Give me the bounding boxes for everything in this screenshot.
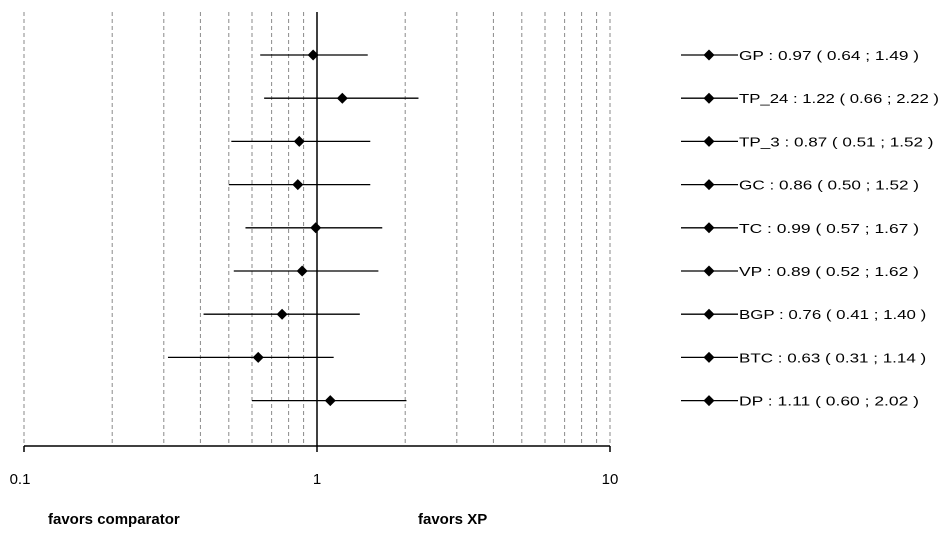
- legend-item-tp_3: TP_3 : 0.87 ( 0.51 ; 1.52 ): [681, 134, 933, 149]
- legend-item-btc: BTC : 0.63 ( 0.31 ; 1.14 ): [681, 350, 926, 365]
- legend-marker: [703, 49, 715, 61]
- estimate-marker: [336, 92, 348, 104]
- legend-marker: [703, 351, 715, 363]
- legend-item-dp: DP : 1.11 ( 0.60 ; 2.02 ): [681, 394, 919, 409]
- legend-label: DP : 1.11 ( 0.60 ; 2.02 ): [739, 394, 919, 409]
- estimate-rows: [167, 49, 419, 407]
- x-axis-ticks: [23, 446, 611, 452]
- row-btc: [167, 351, 334, 363]
- footer-favors-xp: favors XP: [418, 511, 487, 528]
- legend-label: BGP : 0.76 ( 0.41 ; 1.40 ): [739, 307, 926, 322]
- row-tp_3: [231, 135, 371, 147]
- legend-marker: [703, 308, 715, 320]
- legend-marker: [703, 179, 715, 191]
- legend-label: GC : 0.86 ( 0.50 ; 1.52 ): [739, 178, 919, 193]
- estimate-marker: [252, 351, 264, 363]
- legend-item-gp: GP : 0.97 ( 0.64 ; 1.49 ): [681, 48, 919, 63]
- row-gp: [260, 49, 368, 61]
- estimate-marker: [293, 135, 305, 147]
- legend-marker: [703, 265, 715, 277]
- estimate-marker: [296, 265, 308, 277]
- row-tp_24: [264, 92, 419, 104]
- legend-item-bgp: BGP : 0.76 ( 0.41 ; 1.40 ): [681, 307, 926, 322]
- estimate-marker: [292, 179, 304, 191]
- legend-label: BTC : 0.63 ( 0.31 ; 1.14 ): [739, 350, 926, 365]
- legend-marker: [703, 135, 715, 147]
- estimate-marker: [324, 395, 336, 407]
- row-tc: [245, 222, 383, 234]
- row-bgp: [203, 308, 360, 320]
- legend-label: VP : 0.89 ( 0.52 ; 1.62 ): [739, 264, 919, 279]
- legend-marker: [703, 395, 715, 407]
- grid-lines: [23, 12, 611, 446]
- legend-marker: [703, 222, 715, 234]
- legend-label: TP_24 : 1.22 ( 0.66 ; 2.22 ): [739, 91, 939, 106]
- row-vp: [233, 265, 379, 277]
- tick-label-2: 10: [602, 471, 619, 488]
- tick-label-1: 1: [313, 471, 321, 488]
- row-dp: [251, 395, 407, 407]
- legend-label: TC : 0.99 ( 0.57 ; 1.67 ): [739, 221, 919, 236]
- legend-label: GP : 0.97 ( 0.64 ; 1.49 ): [739, 48, 919, 63]
- legend-marker: [703, 92, 715, 104]
- legend: GP : 0.97 ( 0.64 ; 1.49 ) TP_24 : 1.22 ( …: [681, 48, 939, 409]
- footer-favors-comparator: favors comparator: [48, 511, 180, 528]
- legend-item-vp: VP : 0.89 ( 0.52 ; 1.62 ): [681, 264, 919, 279]
- tick-label-0: 0.1: [10, 471, 31, 488]
- estimate-marker: [276, 308, 288, 320]
- legend-item-tc: TC : 0.99 ( 0.57 ; 1.67 ): [681, 221, 919, 236]
- estimate-marker: [307, 49, 319, 61]
- row-gc: [228, 179, 371, 191]
- estimate-marker: [310, 222, 322, 234]
- legend-item-gc: GC : 0.86 ( 0.50 ; 1.52 ): [681, 178, 919, 193]
- legend-label: TP_3 : 0.87 ( 0.51 ; 1.52 ): [739, 134, 933, 149]
- legend-item-tp_24: TP_24 : 1.22 ( 0.66 ; 2.22 ): [681, 91, 939, 106]
